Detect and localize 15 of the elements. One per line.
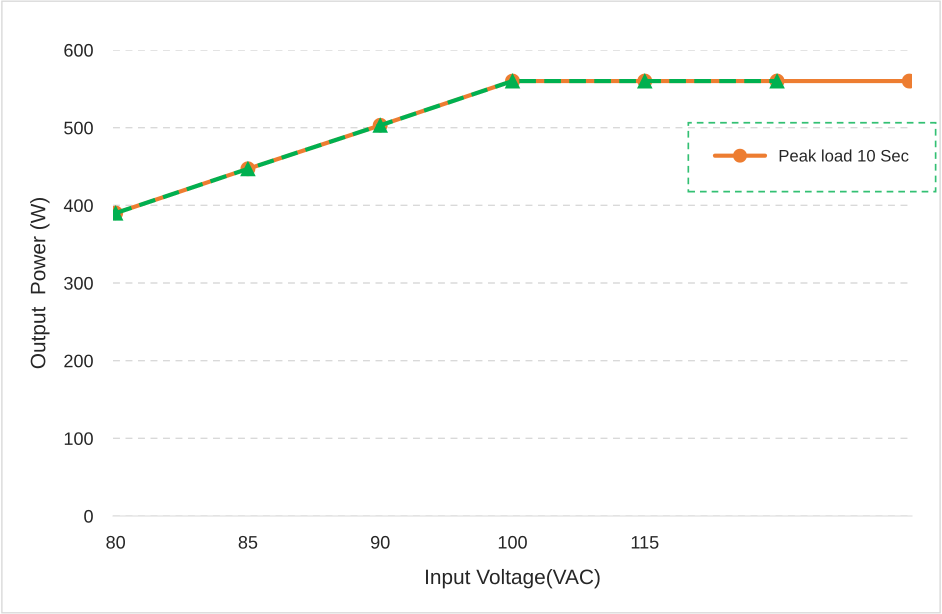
y-tick-label: 300 (64, 276, 93, 290)
y-tick-label: 600 (64, 44, 93, 57)
legend-label: Peak load 10 Sec (780, 149, 909, 162)
x-tick-label: 80 (106, 536, 125, 549)
y-axis-title: Output Power (W) (30, 198, 50, 368)
y-tick-label: 500 (64, 122, 93, 134)
y-tick-label: 0 (84, 510, 93, 523)
x-axis-title: Input Voltage(VAC) (426, 568, 600, 588)
x-tick-label: 85 (238, 536, 258, 549)
x-tick-label: 115 (632, 536, 658, 549)
x-tick-label: 100 (498, 536, 527, 549)
y-tick-label: 400 (64, 199, 93, 212)
y-tick-label: 100 (64, 432, 93, 446)
x-tick-label: 90 (371, 536, 390, 549)
y-tick-label: 200 (64, 354, 93, 368)
